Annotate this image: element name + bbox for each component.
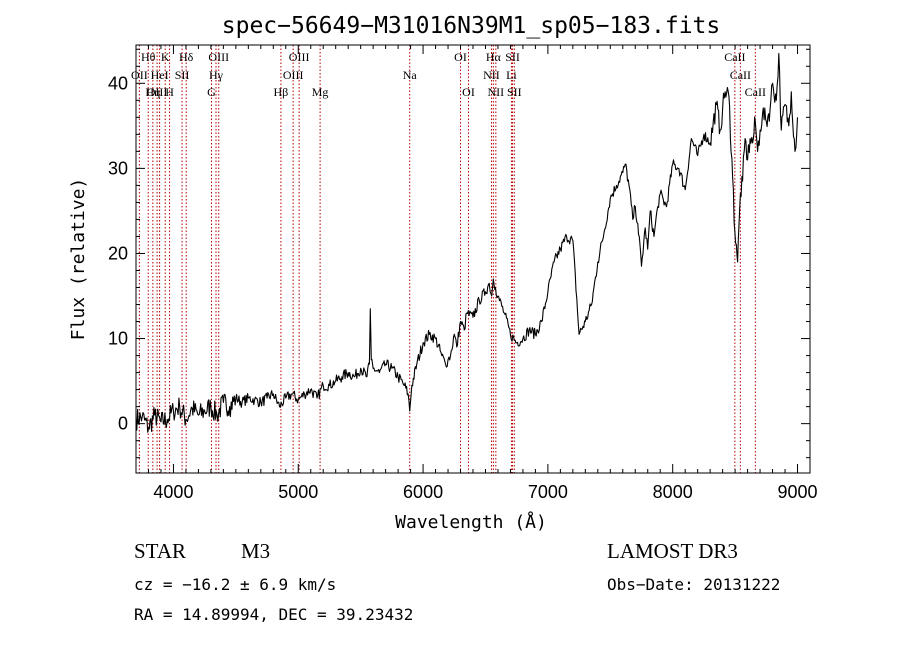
x-tick-label: 5000	[278, 482, 318, 502]
line-label: Hγ	[209, 68, 224, 82]
line-label: K	[161, 50, 170, 64]
line-label: OII	[131, 68, 148, 82]
line-label: Hθ	[141, 50, 156, 64]
observation-date: Obs−Date: 20131222	[607, 575, 780, 594]
survey-name: LAMOST DR3	[607, 539, 738, 563]
line-label: CaII	[730, 68, 751, 82]
line-label: OI	[462, 85, 475, 99]
line-label: CaII	[745, 85, 766, 99]
line-label: H	[165, 85, 174, 99]
y-tick-label: 40	[108, 73, 128, 93]
line-label: G	[207, 85, 216, 99]
line-label: OIII	[289, 50, 310, 64]
line-label: NII	[483, 68, 500, 82]
y-tick-label: 20	[108, 243, 128, 263]
chart-title: spec−56649−M31016N39M1_sp05−183.fits	[222, 13, 721, 39]
y-tick-label: 0	[118, 414, 128, 434]
line-label: CaII	[724, 50, 745, 64]
x-axis-ticks: 4000 5000 6000 7000 8000 9000	[135, 45, 818, 502]
line-label: SII	[507, 85, 522, 99]
line-label: OIII	[208, 50, 229, 64]
y-axis-ticks: 0 10 20 30 40	[108, 48, 810, 459]
line-label: OIII	[147, 85, 168, 99]
spectrum-line	[135, 52, 799, 433]
line-label: Hβ	[274, 85, 289, 99]
x-tick-label: 6000	[403, 482, 443, 502]
line-label: NII	[488, 85, 505, 99]
line-label: Hα	[486, 50, 502, 64]
y-tick-label: 30	[108, 158, 128, 178]
plot-frame	[135, 44, 811, 474]
y-tick-label: 10	[108, 329, 128, 349]
line-label: Na	[403, 68, 418, 82]
x-tick-label: 4000	[153, 482, 193, 502]
line-markers	[138, 45, 756, 473]
line-label: SII	[175, 68, 190, 82]
redshift-velocity: cz = −16.2 ± 6.9 km/s	[134, 575, 336, 594]
line-label: OIII	[283, 68, 304, 82]
x-tick-label: 9000	[777, 482, 817, 502]
line-label: Mg	[312, 85, 329, 99]
line-label: OI	[454, 50, 467, 64]
x-tick-label: 7000	[528, 482, 568, 502]
y-axis-label: Flux (relative)	[68, 178, 89, 341]
x-axis-label: Wavelength (Å)	[395, 511, 547, 533]
sky-coordinates: RA = 14.89994, DEC = 39.23432	[134, 605, 413, 624]
object-class: STAR	[134, 539, 186, 563]
line-label: Hδ	[179, 50, 194, 64]
x-tick-label: 8000	[653, 482, 693, 502]
line-label: SII	[505, 50, 520, 64]
line-label: HeI	[151, 68, 169, 82]
line-label: Hη	[145, 85, 160, 99]
object-subclass: M3	[241, 539, 270, 563]
line-label: Li	[506, 68, 517, 82]
